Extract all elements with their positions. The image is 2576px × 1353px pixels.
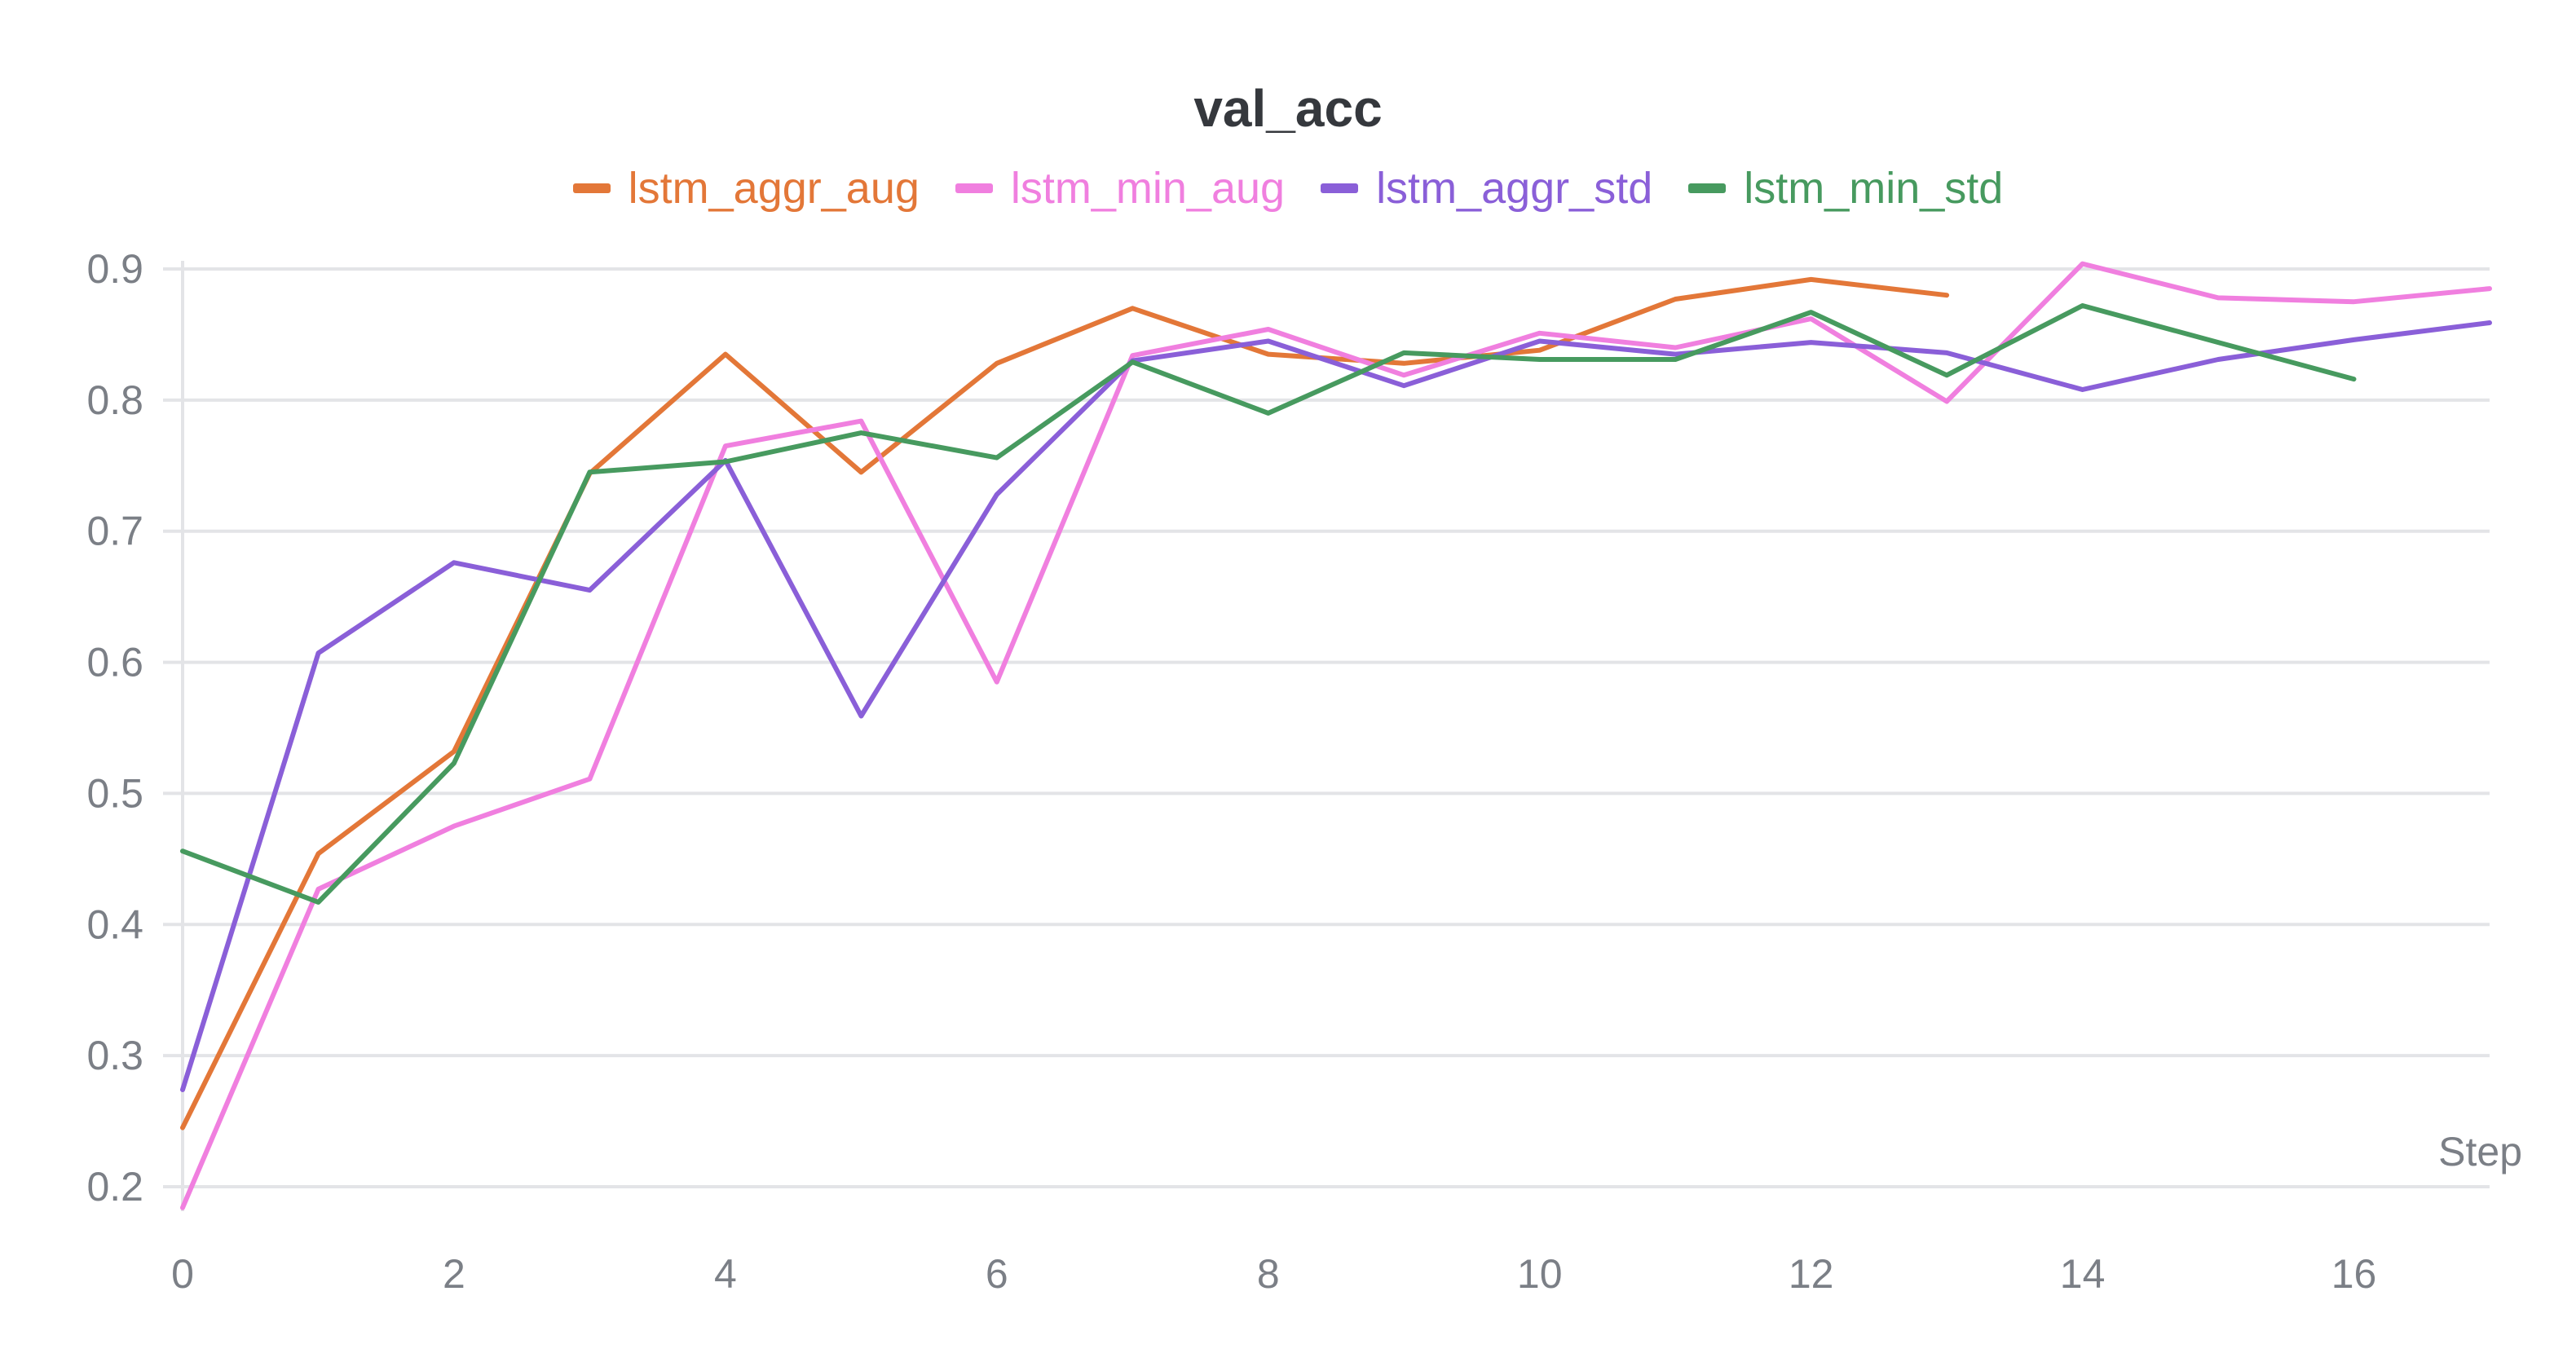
y-tick-label: 0.9 xyxy=(86,246,143,292)
x-tick-label: 12 xyxy=(1789,1251,1834,1297)
legend-label: lstm_min_aug xyxy=(1010,164,1286,213)
x-tick-label: 10 xyxy=(1517,1251,1563,1297)
x-tick-label: 6 xyxy=(986,1251,1008,1297)
series-line-lstm_aggr_std xyxy=(180,320,2492,1092)
legend-label: lstm_aggr_std xyxy=(1376,164,1653,213)
legend-swatch-icon xyxy=(1688,183,1727,193)
x-tick-label: 4 xyxy=(714,1251,737,1297)
y-tick-label: 0.6 xyxy=(86,640,143,685)
legend-label: lstm_min_std xyxy=(1744,164,2004,213)
y-tick-label: 0.7 xyxy=(86,509,143,554)
x-tick-label: 16 xyxy=(2331,1251,2377,1297)
legend-swatch-icon xyxy=(572,183,611,193)
legend: lstm_aggr_aug lstm_min_aug lstm_aggr_std ls… xyxy=(0,163,2576,214)
y-tick-label: 0.4 xyxy=(86,901,143,947)
legend-swatch-icon xyxy=(955,183,993,193)
y-tick-label: 0.3 xyxy=(86,1033,143,1078)
legend-item-lstm_min_aug[interactable]: lstm_min_aug xyxy=(955,163,1285,214)
series-line-lstm_aggr_aug xyxy=(180,276,1950,1130)
series-line-lstm_min_std xyxy=(180,303,2357,905)
chart-title: val_acc xyxy=(1193,79,1383,138)
x-tick-label: 8 xyxy=(1257,1251,1280,1297)
x-tick-label: 2 xyxy=(443,1251,465,1297)
x-tick-label: 14 xyxy=(2060,1251,2106,1297)
series-line-lstm_min_aug xyxy=(180,261,2492,1210)
legend-swatch-icon xyxy=(1321,183,1359,193)
legend-label: lstm_aggr_aug xyxy=(628,164,920,213)
y-tick-label: 0.5 xyxy=(86,770,143,816)
legend-item-lstm_aggr_std[interactable]: lstm_aggr_std xyxy=(1321,163,1652,214)
x-tick-label: 0 xyxy=(171,1251,194,1297)
y-tick-label: 0.2 xyxy=(86,1164,143,1210)
y-tick-label: 0.8 xyxy=(86,377,143,423)
x-axis-label: Step xyxy=(2438,1129,2522,1175)
legend-item-lstm_aggr_aug[interactable]: lstm_aggr_aug xyxy=(572,163,920,214)
legend-item-lstm_min_std[interactable]: lstm_min_std xyxy=(1688,163,2003,214)
